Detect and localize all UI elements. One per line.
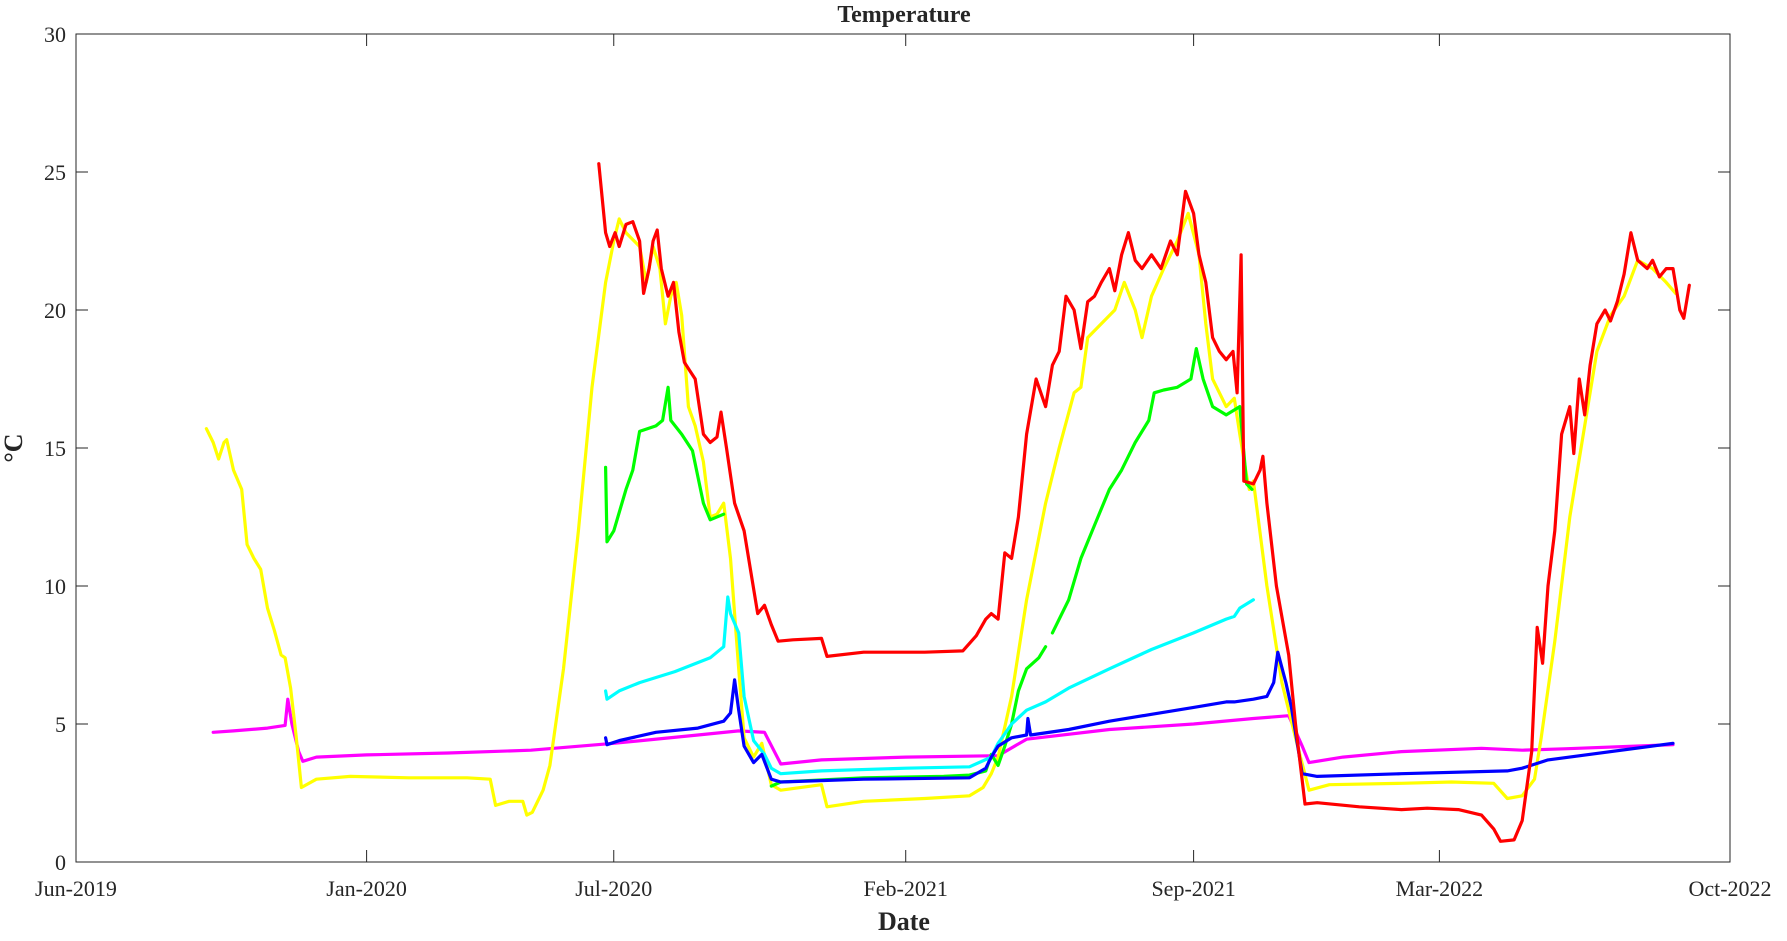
y-axis-label: °C <box>0 433 28 462</box>
y-tick-label: 5 <box>55 712 66 737</box>
y-tick-label: 20 <box>44 298 66 323</box>
x-tick-label: Jun-2019 <box>35 876 117 901</box>
data-series <box>204 162 1691 843</box>
series-line <box>1050 347 1254 635</box>
y-tick-label: 0 <box>55 850 66 875</box>
x-tick-label: Sep-2021 <box>1151 876 1235 901</box>
axis-ticks: Jun-2019 Jan-2020 Jul-2020 Feb-2021 Sep-2021… <box>35 22 1771 901</box>
x-tick-label: Jan-2020 <box>326 876 407 901</box>
chart-title: Temperature <box>837 2 971 28</box>
x-tick-label: Feb-2021 <box>864 876 948 901</box>
series-2 <box>204 211 1678 817</box>
series-4 <box>603 595 1256 776</box>
series-1 <box>211 697 1675 766</box>
x-tick-label: Mar-2022 <box>1396 876 1484 901</box>
y-tick-label: 30 <box>44 22 66 47</box>
series-6 <box>597 162 1691 843</box>
y-tick-label: 15 <box>44 436 66 461</box>
series-5 <box>603 650 1675 784</box>
series-line <box>603 385 726 544</box>
x-axis-label: Date <box>878 907 930 936</box>
series-line <box>204 211 1678 817</box>
y-tick-label: 25 <box>44 160 66 185</box>
x-tick-label: Oct-2022 <box>1688 876 1771 901</box>
series-line <box>603 650 1675 784</box>
series-line <box>211 697 1675 766</box>
y-tick-label: 10 <box>44 574 66 599</box>
series-line <box>597 162 1691 843</box>
series-line <box>603 595 1256 776</box>
x-tick-label: Jul-2020 <box>575 876 652 901</box>
plot-area-frame <box>75 33 1731 863</box>
